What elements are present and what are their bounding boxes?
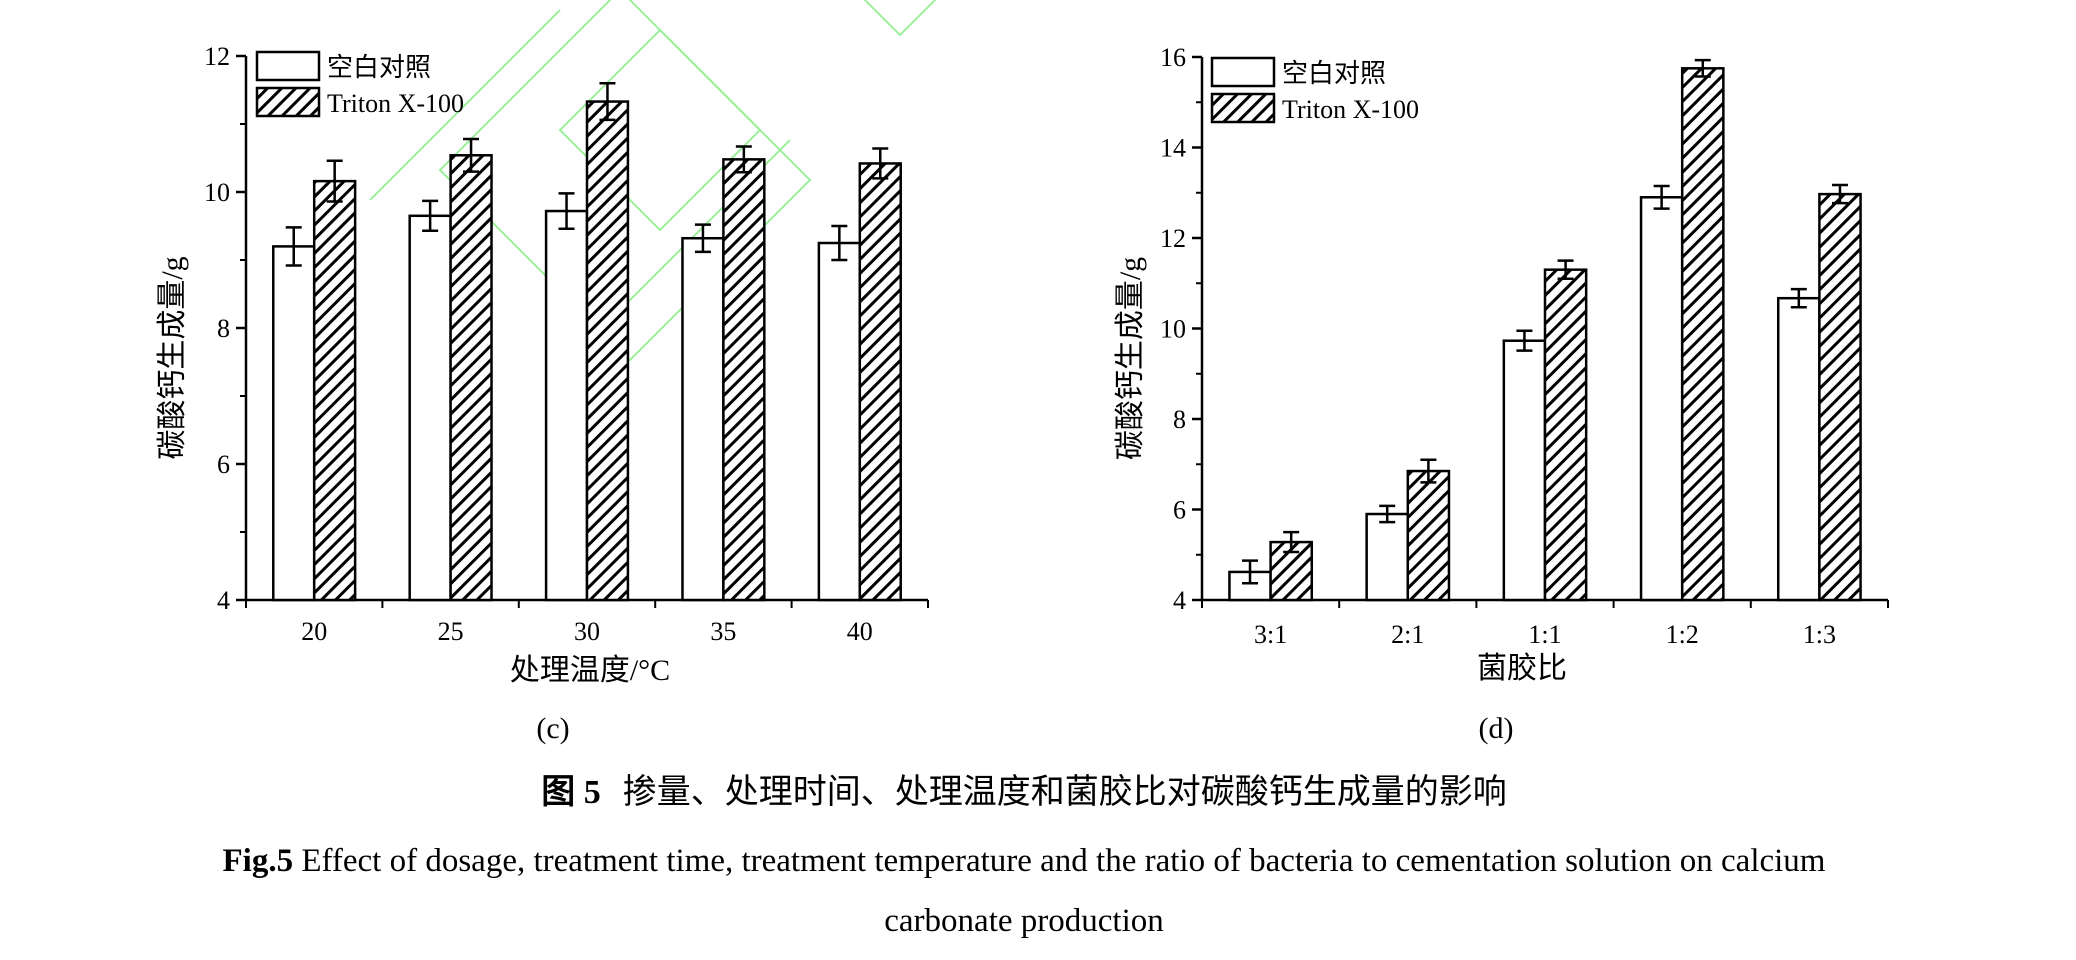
bar-triton-c bbox=[449, 154, 493, 602]
figure-caption-en-text: Effect of dosage, treatment time, treatm… bbox=[293, 843, 1826, 879]
y-tick-label-c: 8 bbox=[217, 314, 230, 343]
legend-swatch-d bbox=[1210, 56, 1276, 88]
bar-triton-d bbox=[1406, 469, 1451, 602]
x-tick-label-c: 40 bbox=[847, 617, 873, 646]
legend-label-d: 空白对照 bbox=[1282, 59, 1386, 88]
legend-label-c: 空白对照 bbox=[327, 53, 431, 82]
y-tick-label-c: 6 bbox=[217, 450, 230, 479]
y-tick-label-d: 12 bbox=[1160, 224, 1186, 253]
x-axis-title-c: 处理温度/°C bbox=[510, 654, 670, 687]
bar-triton-c bbox=[585, 100, 630, 602]
x-axis-title-d: 菌胶比 bbox=[1477, 652, 1567, 685]
y-tick-label-d: 8 bbox=[1173, 405, 1186, 434]
x-tick-label-d: 1:3 bbox=[1803, 620, 1836, 649]
panel-label-c: (c) bbox=[536, 712, 569, 745]
y-tick-label-d: 4 bbox=[1173, 586, 1186, 615]
legend-swatch-c bbox=[255, 86, 321, 118]
figure-caption-cn-text: 掺量、处理时间、处理温度和菌胶比对碳酸钙生成量的影响 bbox=[623, 773, 1507, 811]
bar-triton-c bbox=[312, 179, 357, 602]
y-tick-label-c: 12 bbox=[204, 42, 230, 71]
x-tick-label-c: 35 bbox=[710, 617, 736, 646]
bar-triton-d bbox=[1680, 67, 1725, 602]
bar-blank-c bbox=[544, 209, 589, 602]
bar-triton-c bbox=[722, 158, 766, 602]
bar-blank-d bbox=[1365, 512, 1410, 602]
bar-blank-d bbox=[1639, 196, 1684, 602]
chart-panel-c: 4 6 8 10 12 20 25 30 35 40 处理温度/°C 碳酸钙生成量/g 空白对照 Trit… bbox=[156, 42, 929, 687]
x-tick-label-d: 1:2 bbox=[1666, 620, 1699, 649]
figure-caption-cn: 图 5 掺量、处理时间、处理温度和菌胶比对碳酸钙生成量的影响 bbox=[541, 773, 1507, 811]
x-tick-label-d: 3:1 bbox=[1254, 620, 1287, 649]
y-tick-label-c: 4 bbox=[217, 586, 230, 615]
bar-triton-d bbox=[1543, 268, 1588, 602]
x-tick-label-c: 20 bbox=[301, 617, 327, 646]
legend-swatch-c bbox=[255, 50, 321, 82]
y-tick-label-d: 6 bbox=[1173, 496, 1186, 525]
figure-caption-cn-label: 图 5 bbox=[541, 774, 601, 811]
bar-blank-c bbox=[272, 245, 316, 602]
y-tick-label-c: 10 bbox=[204, 178, 230, 207]
figure-caption-en-label: Fig.5 bbox=[223, 843, 294, 879]
bar-blank-c bbox=[408, 214, 452, 602]
bar-triton-d bbox=[1818, 192, 1862, 602]
legend-label-c: Triton X-100 bbox=[327, 89, 464, 118]
legend-swatch-d bbox=[1210, 92, 1276, 124]
x-tick-label-d: 1:1 bbox=[1528, 620, 1561, 649]
legend-label-d: Triton X-100 bbox=[1282, 95, 1419, 124]
bar-blank-c bbox=[681, 236, 725, 602]
panel-label-d: (d) bbox=[1479, 712, 1514, 745]
y-tick-label-d: 16 bbox=[1160, 43, 1186, 72]
bar-triton-c bbox=[858, 162, 902, 602]
x-tick-label-d: 2:1 bbox=[1391, 620, 1424, 649]
bar-blank-d bbox=[1776, 296, 1821, 602]
bar-blank-c bbox=[817, 241, 862, 602]
y-tick-label-d: 10 bbox=[1160, 315, 1186, 344]
x-tick-label-c: 25 bbox=[438, 617, 464, 646]
figure-caption-en-line1: Fig.5 Effect of dosage, treatment time, … bbox=[223, 843, 1826, 879]
chart-panel-d: 4 6 8 10 12 14 16 3:1 2:1 1:1 1:2 1:3 菌胶比 碳酸钙生成量/g 空白对… bbox=[1114, 43, 1889, 685]
y-axis-title-d: 碳酸钙生成量/g bbox=[1114, 257, 1147, 460]
x-tick-label-c: 30 bbox=[574, 617, 600, 646]
bar-blank-d bbox=[1502, 339, 1547, 602]
figure-caption-en-line2: carbonate production bbox=[884, 903, 1163, 939]
y-tick-label-d: 14 bbox=[1160, 134, 1186, 163]
y-axis-title-c: 碳酸钙生成量/g bbox=[156, 256, 189, 459]
